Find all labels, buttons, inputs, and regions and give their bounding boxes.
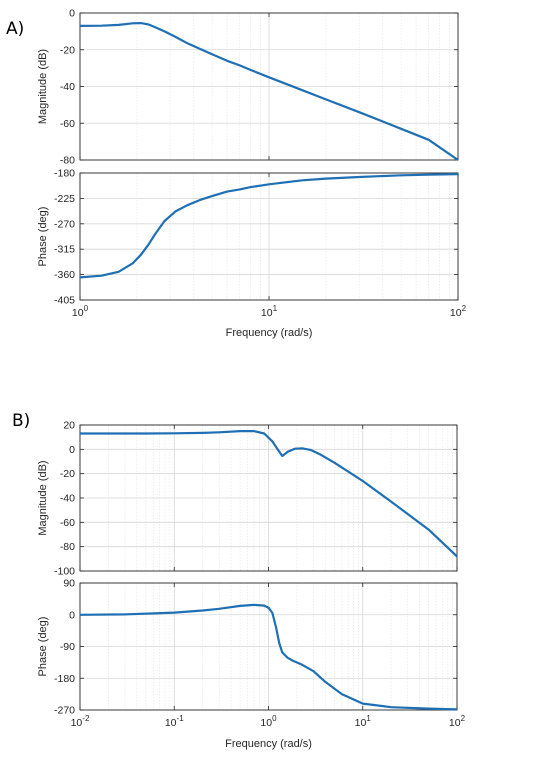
panel-a-mag-y-tick-label: -60 <box>60 118 75 130</box>
panel-b-x-tick-label: 100 <box>260 714 277 729</box>
panel-a-x-tick-label: 102 <box>450 304 467 319</box>
panel-a-phase-y-tick-label: -180 <box>54 168 75 180</box>
panel-a-phase-plot: -180 -225 -270 -315 -360 -405 Phase (deg) <box>37 168 459 307</box>
panel-b-x-axis: 10-2 10-1 100 101 102 Frequency (rad/s) <box>71 714 466 750</box>
panel-a-phase-y-tick-label: -360 <box>54 269 75 281</box>
panel-a-magnitude-plot: 0 -20 -40 -60 -80 Magnitude (dB) <box>37 8 459 167</box>
panel-a-mag-y-tick-label: -20 <box>60 44 75 56</box>
panel-b-x-tick-label: 102 <box>449 714 466 729</box>
panel-b-mag-y-tick-label: -20 <box>60 468 75 480</box>
panel-b-x-tick-label: 10-1 <box>165 714 184 729</box>
panel-b-phase-y-tick-label: -270 <box>54 705 75 717</box>
panel-b-phase-plot: 90 0 -90 -180 -270 Phase (deg) <box>37 578 458 717</box>
panel-b-x-tick-label: 101 <box>355 714 372 729</box>
panel-a-phase-y-tick-label: -315 <box>54 244 75 256</box>
panel-a-x-tick-label: 101 <box>261 304 278 319</box>
panel-b-mag-y-tick-label: -60 <box>60 517 75 529</box>
panel-a-x-axis: 100 101 102 Frequency (rad/s) <box>72 304 467 339</box>
panel-b-phase-y-tick-label: -180 <box>54 673 75 685</box>
panel-a-phase-y-tick-label: -270 <box>54 218 75 230</box>
panel-label-b: B) <box>12 411 30 431</box>
panel-a-mag-y-tick-label: -40 <box>60 81 75 93</box>
panel-a-phase-y-tick-label: -225 <box>54 193 75 205</box>
panel-b-mag-y-tick-label: -40 <box>60 493 75 505</box>
panel-b-phase-series-line <box>79 603 458 711</box>
panel-b-phase-y-tick-label: -90 <box>60 641 75 653</box>
panel-b-mag-y-tick-label: 0 <box>69 444 75 456</box>
panel-b-magnitude-plot: 20 0 -20 -40 -60 -80 -100 Magnitude (dB) <box>37 420 458 578</box>
panel-b-mag-y-axis-label: Magnitude (dB) <box>37 460 49 535</box>
panel-a-phase-y-axis-label: Phase (deg) <box>37 207 49 267</box>
panel-b-mag-series-line <box>80 430 458 558</box>
panel-b-x-tick-label: 10-2 <box>71 714 90 729</box>
panel-b-mag-y-tick-label: -80 <box>60 541 75 553</box>
panel-label-a: A) <box>6 19 24 39</box>
panel-b-phase-y-tick-label: 0 <box>69 609 75 621</box>
panel-b-phase-y-tick-label: 90 <box>63 578 75 590</box>
panel-a-mag-y-axis-label: Magnitude (dB) <box>37 49 49 124</box>
panel-b-mag-y-tick-label: -100 <box>54 566 75 578</box>
panel-a-phase-y-tick-label: -405 <box>54 295 75 307</box>
panel-a-mag-y-tick-label: 0 <box>69 8 75 20</box>
panel-b-mag-y-tick-label: 20 <box>63 420 75 432</box>
panel-a-mag-series-line <box>79 22 459 161</box>
panel-b-x-axis-label: Frequency (rad/s) <box>225 738 312 750</box>
panel-a-phase-series-line <box>79 173 459 279</box>
panel-a-mag-y-tick-label: -80 <box>60 155 75 167</box>
panel-a-x-tick-label: 100 <box>72 304 89 319</box>
panel-b-phase-y-axis-label: Phase (deg) <box>37 617 49 677</box>
panel-a-x-axis-label: Frequency (rad/s) <box>226 327 313 339</box>
